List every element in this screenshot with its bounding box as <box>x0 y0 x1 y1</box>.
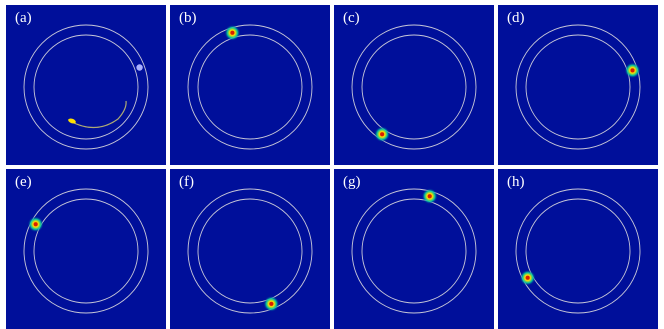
trail-head <box>68 118 76 124</box>
panel-label-b: (b) <box>179 10 197 26</box>
panel-label-d: (d) <box>507 10 525 26</box>
panel-label-e: (e) <box>15 174 32 190</box>
panel-g: (g) <box>334 169 494 329</box>
outer-ring <box>351 24 477 150</box>
inner-ring <box>197 198 303 304</box>
ring-plot-b <box>187 24 313 150</box>
ring-plot-g <box>351 188 477 314</box>
panel-b: (b) <box>170 5 330 165</box>
spot-core <box>230 30 235 35</box>
outer-ring <box>515 24 641 150</box>
panel-label-g: (g) <box>343 174 361 190</box>
spot-core <box>269 301 274 306</box>
ring-plot-h <box>515 188 641 314</box>
spot-core <box>33 222 38 227</box>
inner-ring <box>525 34 631 140</box>
ring-plot-a <box>23 24 149 150</box>
spot-core <box>427 194 432 199</box>
outer-ring <box>351 188 477 314</box>
inner-ring <box>525 198 631 304</box>
panel-c: (c) <box>334 5 494 165</box>
panel-label-h: (h) <box>507 174 525 190</box>
trajectory-trail <box>69 100 127 129</box>
ring-plot-c <box>351 24 477 150</box>
outer-ring <box>515 188 641 314</box>
inner-ring <box>33 198 139 304</box>
inner-ring <box>197 34 303 140</box>
panel-label-f: (f) <box>179 174 194 190</box>
inner-ring <box>33 34 139 140</box>
inner-ring <box>361 34 467 140</box>
ring-plot-e <box>23 188 149 314</box>
outer-ring <box>23 24 149 150</box>
panel-a: (a) <box>6 5 166 165</box>
ring-plot-d <box>515 24 641 150</box>
spot-core <box>630 68 635 73</box>
outer-ring <box>23 188 149 314</box>
faint-spot <box>136 64 143 71</box>
outer-ring <box>187 188 313 314</box>
inner-ring <box>361 198 467 304</box>
panel-label-c: (c) <box>343 10 360 26</box>
panel-f: (f) <box>170 169 330 329</box>
spot-core <box>380 132 385 137</box>
panel-label-a: (a) <box>15 10 32 26</box>
spot-core <box>525 275 530 280</box>
panel-h: (h) <box>498 169 658 329</box>
panel-e: (e) <box>6 169 166 329</box>
panel-d: (d) <box>498 5 658 165</box>
outer-ring <box>187 24 313 150</box>
ring-plot-f <box>187 188 313 314</box>
